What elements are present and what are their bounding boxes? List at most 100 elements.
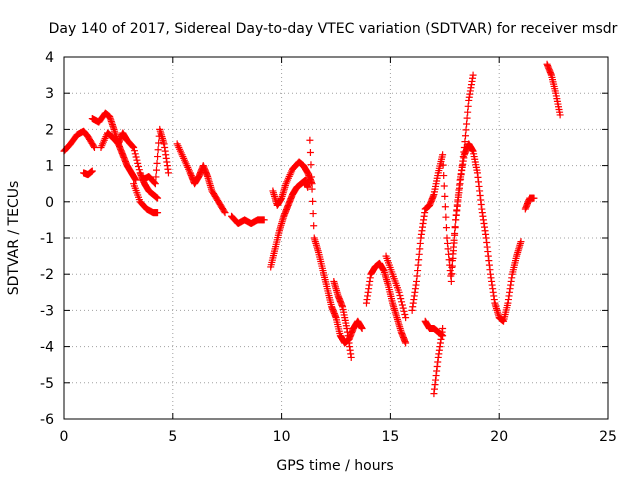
plot-frame xyxy=(63,56,609,420)
series-arc14 xyxy=(382,252,410,322)
data-point xyxy=(440,172,448,180)
data-point xyxy=(90,142,98,150)
y-tick-label: 0 xyxy=(45,195,54,211)
data-point xyxy=(451,229,459,237)
data-point xyxy=(448,263,456,271)
data-point xyxy=(439,151,447,159)
data-point xyxy=(530,194,538,202)
data-point xyxy=(556,111,564,119)
data-point xyxy=(154,194,162,202)
data-point xyxy=(306,148,314,156)
data-point xyxy=(397,295,405,303)
data-point xyxy=(308,185,316,193)
data-point xyxy=(461,132,469,140)
data-point xyxy=(463,114,471,122)
data-point xyxy=(307,161,315,169)
data-point xyxy=(164,169,172,177)
data-point xyxy=(88,167,96,175)
y-tick-label: 3 xyxy=(45,86,54,102)
data-point xyxy=(132,153,140,161)
data-point xyxy=(155,139,163,147)
data-point xyxy=(309,210,317,218)
series-arc18 xyxy=(447,140,525,325)
y-tick-label: -1 xyxy=(40,231,54,247)
data-point xyxy=(464,102,472,110)
data-point xyxy=(469,71,477,79)
data-point xyxy=(398,301,406,309)
series-arc17 xyxy=(430,325,447,398)
series-arc15 xyxy=(408,71,477,314)
data-point xyxy=(129,143,137,151)
data-point xyxy=(347,353,355,361)
series-arc10 xyxy=(269,158,316,209)
data-point xyxy=(464,108,472,116)
data-point xyxy=(462,126,470,134)
x-tick-label: 10 xyxy=(273,429,291,445)
data-point xyxy=(306,136,314,144)
x-tick-label: 0 xyxy=(60,429,69,445)
series-arc6 xyxy=(138,125,172,188)
data-point xyxy=(310,222,318,230)
data-point xyxy=(135,166,143,174)
x-axis-label: GPS time / hours xyxy=(276,458,393,474)
data-point xyxy=(221,209,229,217)
data-point xyxy=(402,339,410,347)
y-tick-label: -3 xyxy=(40,303,54,319)
data-point xyxy=(396,291,404,299)
y-tick-label: -2 xyxy=(40,267,54,283)
series-arc20 xyxy=(543,60,564,119)
x-tick-label: 15 xyxy=(381,429,399,445)
y-axis-label: SDTVAR / TECUs xyxy=(6,181,22,296)
data-point xyxy=(399,304,407,312)
x-tick-label: 20 xyxy=(490,429,508,445)
data-points xyxy=(60,60,564,398)
data-point xyxy=(441,203,449,211)
data-point xyxy=(133,156,141,164)
y-tick-label: 1 xyxy=(45,159,54,175)
data-point xyxy=(304,183,312,191)
data-point xyxy=(517,238,525,246)
series-arc1 xyxy=(60,127,98,155)
data-point xyxy=(449,250,457,258)
y-tick-label: 4 xyxy=(45,50,54,66)
data-point xyxy=(401,310,409,318)
data-point xyxy=(153,159,161,167)
data-point xyxy=(402,314,410,322)
series-arc12 xyxy=(330,277,355,361)
data-point xyxy=(135,163,143,171)
data-point xyxy=(152,166,160,174)
data-point xyxy=(398,298,406,306)
data-point xyxy=(152,173,160,181)
data-point xyxy=(130,147,138,155)
data-point xyxy=(395,288,403,296)
x-tick-label: 25 xyxy=(599,429,617,445)
data-point xyxy=(439,325,447,332)
data-point xyxy=(447,270,455,278)
series-arc5 xyxy=(130,180,162,217)
data-point xyxy=(154,209,162,217)
data-point xyxy=(442,213,450,221)
data-point xyxy=(151,180,159,188)
data-point xyxy=(131,150,139,158)
y-tick-label: -6 xyxy=(40,412,54,428)
data-point xyxy=(400,307,408,315)
series-arc2 xyxy=(80,167,96,179)
series-arc11 xyxy=(306,136,366,347)
series-arc9 xyxy=(267,176,312,271)
data-point xyxy=(448,257,456,265)
data-point xyxy=(90,144,98,151)
series-arc7 xyxy=(173,140,229,217)
data-point xyxy=(358,325,366,332)
data-point xyxy=(309,197,317,205)
data-point xyxy=(441,192,449,200)
series-arc4 xyxy=(97,129,162,202)
x-tick-label: 5 xyxy=(168,429,177,445)
chart-title: Day 140 of 2017, Sidereal Day-to-day VTE… xyxy=(49,21,618,37)
data-point xyxy=(447,277,455,285)
data-point xyxy=(451,223,459,231)
data-point xyxy=(154,153,162,161)
series-arc8 xyxy=(228,212,268,228)
